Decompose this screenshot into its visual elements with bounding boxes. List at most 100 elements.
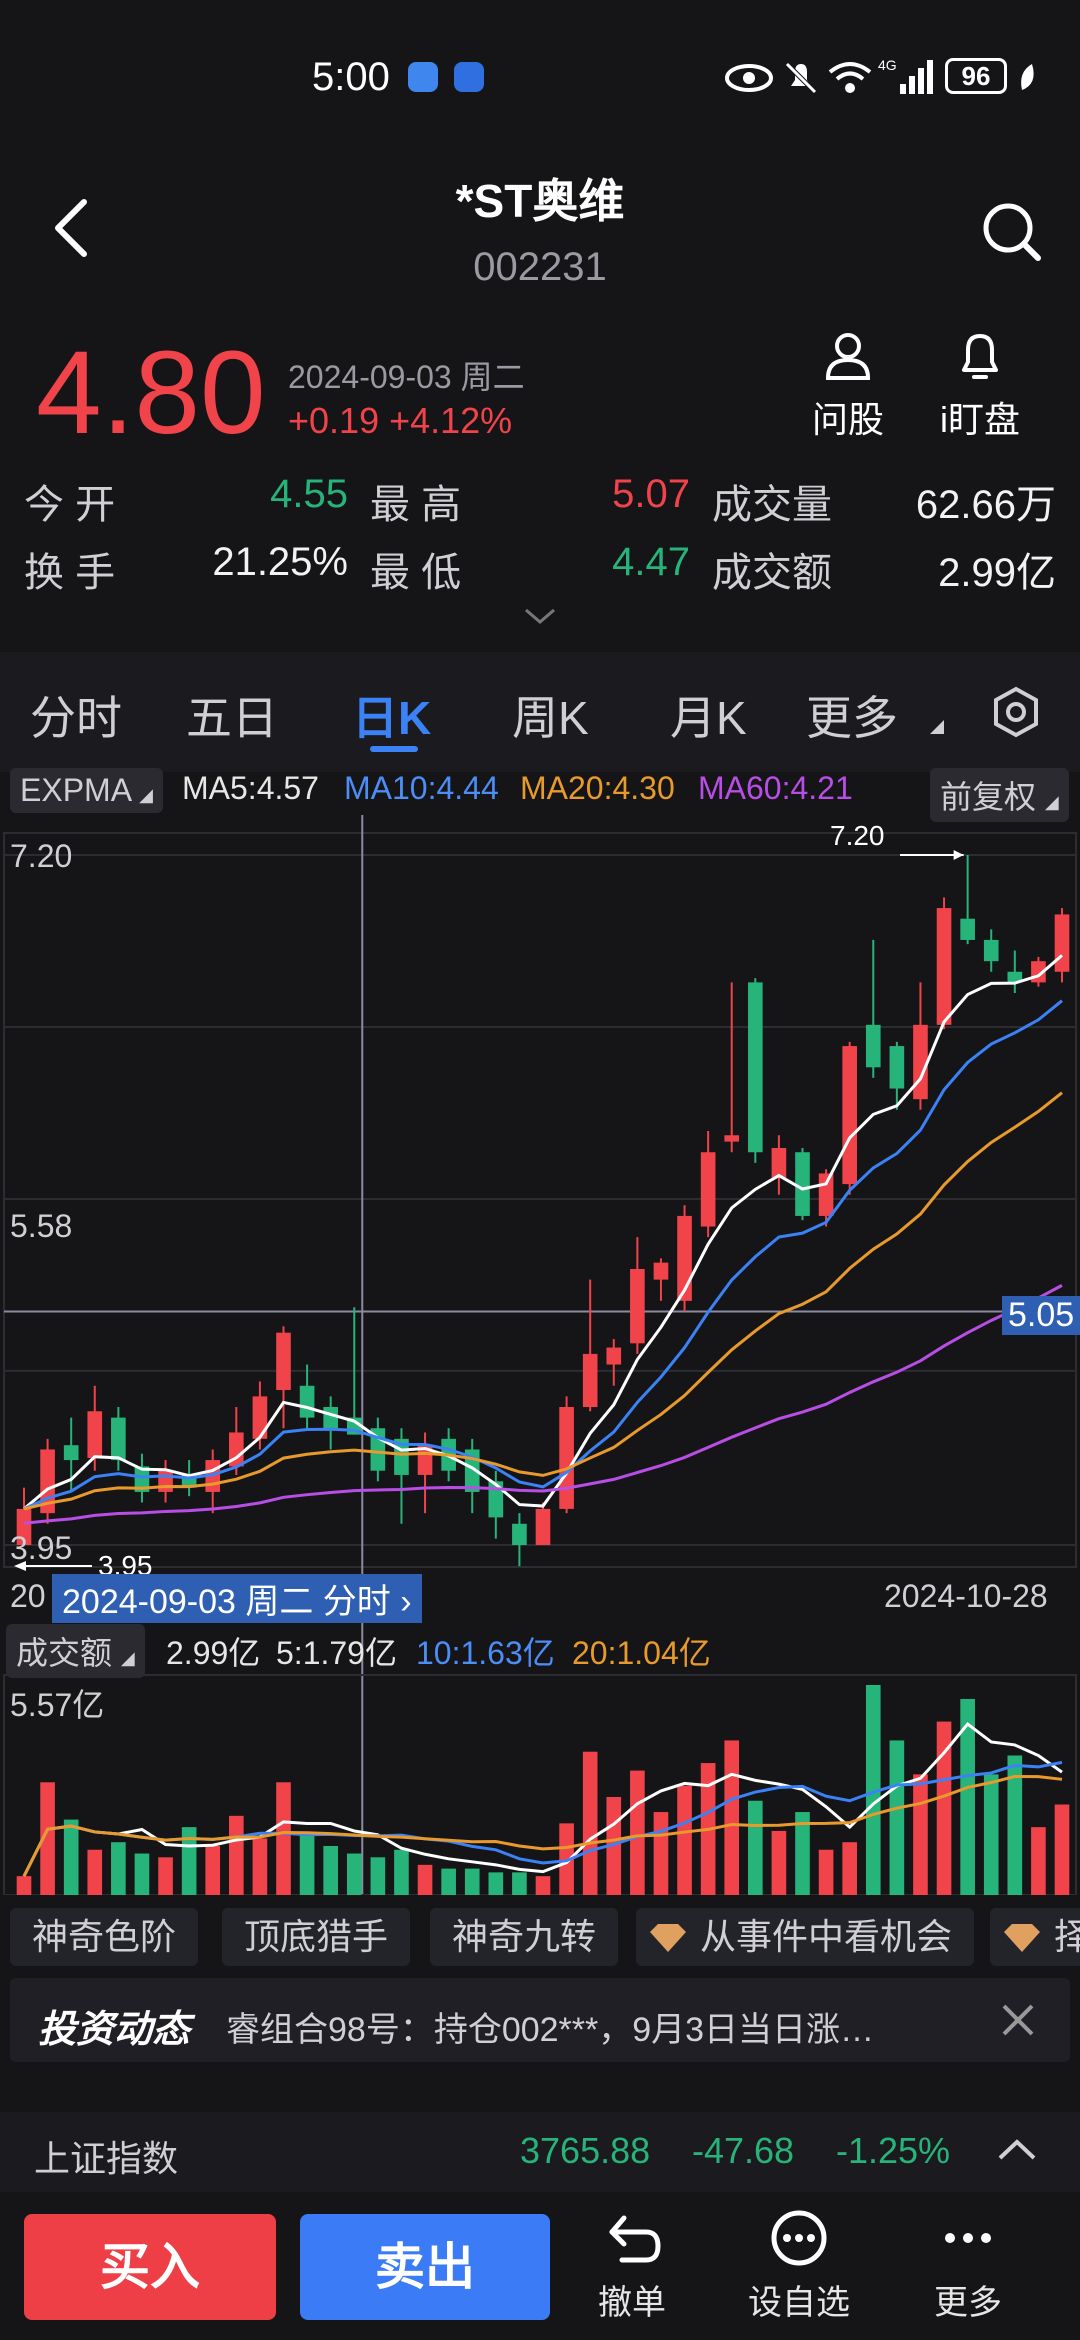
volume-bar [229,1815,244,1895]
candle-body [299,1385,315,1418]
candle-body [748,982,763,1153]
volume-bar [865,1685,881,1895]
chip-top-bottom[interactable]: 顶底猎手 [222,1908,411,1966]
volume-bar [818,1849,834,1895]
volume-bar [63,1819,79,1895]
cancel-order-button[interactable]: 撤单 [582,2210,682,2324]
index-pct: -1.25% [836,2130,951,2171]
candle-body [865,1024,881,1068]
chip-more-label: 择 [1054,1916,1080,1957]
add-watchlist-button[interactable]: 设自选 [734,2210,864,2324]
buy-button[interactable]: 买入 [24,2214,276,2320]
candle-body [724,1135,740,1142]
chip-event-opportunity[interactable]: 从事件中看机会 [636,1908,975,1966]
expand-chevron-icon[interactable] [524,606,556,626]
quote-date: 2024-09-03 周二 [288,359,525,395]
stock-code: 002231 [473,245,607,289]
volume-max-label: 5.57亿 [10,1687,105,1723]
settings-hexagon-icon[interactable] [990,686,1042,738]
candle-body [229,1432,244,1467]
volume-ma10: 10:1.63亿 [416,1635,555,1671]
candle-body [512,1523,527,1545]
status-time: 5:00 [312,55,390,99]
news-banner[interactable]: 投资动态 睿组合98号：持仓002***，9月3日当日涨… [10,1978,1070,2062]
chart-grid [3,815,1077,1895]
volume-bar [488,1872,504,1895]
adjust-select[interactable]: 前复权 ◢ [930,768,1069,822]
back-icon[interactable] [48,196,92,260]
app-notification-icon [408,62,438,92]
volume-bar [771,1830,787,1895]
candle-body [1054,914,1070,972]
volume-bar [134,1853,150,1895]
person-icon [825,333,871,380]
chip-event-label: 从事件中看机会 [700,1916,953,1957]
volume-indicator-select[interactable]: 成交额 ◢ [6,1624,145,1678]
candle-body [87,1411,103,1458]
volume-bar [40,1782,55,1895]
ma10-value: MA10:4.44 [344,770,499,806]
tab-monthly-k[interactable]: 月K [670,692,747,744]
volume-label: 成交量 [712,483,832,527]
more-circle-icon [771,2210,827,2266]
volume-bar [276,1782,291,1895]
more-dropdown-icon [930,720,944,734]
ask-stock-label: 问股 [811,399,884,440]
y-axis-bottom-label: 3.95 [10,1530,73,1566]
indicator-select[interactable]: EXPMA ◢ [10,768,163,813]
turnover-label: 换 手 [24,551,116,595]
tab-more[interactable]: 更多 [806,692,898,744]
tab-intraday[interactable]: 分时 [30,692,122,744]
volume-bar [464,1868,480,1895]
volume-bar [889,1740,905,1895]
crosshair-date-label[interactable]: 2024-09-03 周二 分时 › [52,1574,422,1623]
tab-weekly-k[interactable]: 周K [512,692,589,744]
volume-bar [370,1857,386,1895]
volume-bar [512,1872,527,1895]
candle-body [818,1173,834,1216]
close-icon[interactable] [1000,2002,1036,2038]
volume-bar [111,1842,126,1895]
search-icon[interactable] [980,200,1044,264]
chip-more-feature[interactable]: 择 [990,1908,1080,1966]
more-label: 更多 [934,2284,1002,2322]
candle-body [582,1353,598,1407]
candle-body [111,1417,126,1461]
volume-bar [252,1838,268,1895]
ma60-line [23,1284,1063,1525]
more-button[interactable]: 更多 [918,2210,1018,2324]
volume-bar [346,1853,362,1895]
price-change: +0.19 +4.12% [288,400,513,441]
volume-bar [181,1827,197,1895]
crosshair-price-label: 5.05 [1002,1296,1080,1335]
high-label: 最 高 [370,483,462,527]
chip-nine-turn[interactable]: 神奇九转 [430,1908,619,1966]
chip-color-scale[interactable]: 神奇色阶 [10,1908,199,1966]
ma5-value: MA5:4.57 [182,770,319,806]
cancel-order-label: 撤单 [598,2284,666,2322]
low-label: 最 低 [370,551,462,595]
volume-current: 2.99亿 [166,1635,261,1671]
volume-indicator-label: 成交额 [16,1635,113,1671]
ask-stock-button[interactable]: 问股 [800,330,896,443]
candle-body [842,1046,857,1185]
chevron-up-icon[interactable] [998,2138,1036,2162]
volume-value: 62.66万 [915,483,1056,527]
tab-daily-k[interactable]: 日K [352,692,432,744]
tab-five-day[interactable]: 五日 [186,692,278,744]
x-axis-right-date: 2024-10-28 [884,1578,1048,1614]
volume-bar [795,1812,810,1895]
sell-button[interactable]: 卖出 [300,2214,550,2320]
index-bar[interactable]: 上证指数 3765.88 -47.68 -1.25% [0,2112,1080,2192]
watch-alert-button[interactable]: i盯盘 [930,330,1030,443]
candle-body [913,1024,928,1100]
candle-body [983,939,999,962]
candle-body [795,1152,810,1216]
kline-chart[interactable] [0,815,1080,1895]
index-change: -47.68 [692,2130,795,2171]
active-tab-indicator [370,746,418,752]
amount-label: 成交额 [712,551,832,595]
candle-body [653,1262,669,1280]
volume-bar [417,1864,433,1895]
y-axis-top-label: 7.20 [10,838,73,874]
